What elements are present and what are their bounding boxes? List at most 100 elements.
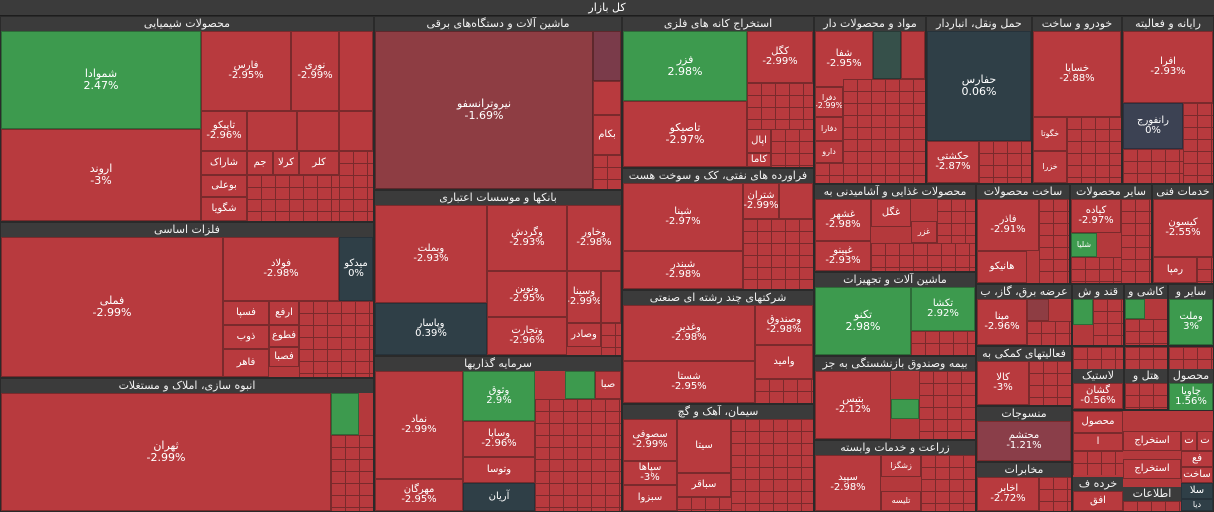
tile-niroo[interactable]: نیروترانسفو -1.69%	[375, 31, 593, 189]
tile-zlisa[interactable]: تلیسه	[881, 491, 921, 511]
tile-mapna[interactable]: مپنا -2.96%	[977, 299, 1027, 345]
tile-ghgol[interactable]: غگل	[871, 199, 911, 227]
tile-taknoo[interactable]: تکنو 2.98%	[815, 287, 911, 355]
tile-fesapa[interactable]: فسپا	[223, 301, 269, 325]
tile-ghpino[interactable]: غپینو -2.93%	[815, 241, 871, 271]
tile-kiad[interactable]: کیاده -2.97%	[1071, 199, 1121, 233]
tile-util-s1[interactable]	[1027, 299, 1049, 321]
tile-sitad[interactable]: سپید -2.98%	[815, 455, 881, 511]
tile-karla[interactable]: کرلا	[273, 151, 299, 175]
tile-fazar2[interactable]: فاذر -2.91%	[977, 199, 1039, 251]
tile-fazar[interactable]: فزر 2.98%	[623, 31, 747, 101]
tile-arian[interactable]: آریان	[463, 483, 535, 511]
tile-noori[interactable]: نوری -2.99%	[291, 31, 339, 111]
tile-deva[interactable]: دیا	[1181, 499, 1213, 511]
tile-zob[interactable]: ذوب	[223, 325, 269, 349]
tile-build-green[interactable]	[331, 393, 359, 435]
tile-vgardesh[interactable]: وگردش -2.93%	[487, 205, 567, 271]
tile-btes[interactable]: بتیس -2.12%	[815, 371, 891, 439]
sector-sugar[interactable]: قند و ش	[1072, 284, 1124, 346]
sector-cement[interactable]: سیمان، آهک و گچ سصوفی -2.99% سیتا سپاها -3…	[622, 404, 814, 512]
tile-farse[interactable]: فارس -2.95%	[201, 31, 291, 111]
tile-sakht[interactable]: ساخت	[1181, 467, 1213, 483]
sector-comm[interactable]: مخابرات اخابر -2.72%	[976, 462, 1072, 512]
tile-shepna[interactable]: شپنا -2.97%	[623, 183, 743, 251]
tile-vbmelat[interactable]: وبملت -2.93%	[375, 205, 487, 303]
tile-estkhraj[interactable]: محصول	[1073, 411, 1123, 433]
sector-aux[interactable]: فعالیتهای کمکی به کالا -3%	[976, 346, 1072, 406]
tile-kison[interactable]: کیسون -2.55%	[1153, 199, 1213, 257]
tile-fasapa2[interactable]: فصبا	[269, 347, 299, 367]
tile-tehran[interactable]: ثهران -2.99%	[1, 393, 331, 511]
tile-bekam[interactable]: بکام	[593, 115, 621, 155]
tile-chem-misc3[interactable]	[297, 111, 339, 151]
tile-elec-small2[interactable]	[593, 81, 621, 115]
tile-arfa[interactable]: ارفع	[269, 301, 299, 325]
tile-khsapa[interactable]: خساپا -2.88%	[1033, 31, 1121, 117]
tile-vpasar[interactable]: وپاسار 0.39%	[375, 303, 487, 355]
tile-vnovin[interactable]: ونوین -2.95%	[487, 271, 567, 317]
sector-production[interactable]: ساخت محصولات فاذر -2.91% هانیکو	[976, 184, 1070, 284]
tile-vsina[interactable]: وسینا -2.99%	[567, 271, 601, 323]
tile-ranforj[interactable]: رانفورج 0%	[1123, 103, 1183, 149]
tile-shegoya[interactable]: شگویا	[201, 197, 247, 221]
tile-dfara2[interactable]: دفارا	[815, 117, 843, 141]
tile-afagh[interactable]: افق	[1073, 491, 1123, 511]
sector-it[interactable]: رایانه و فعالیته افرا -2.93% رانفورج 0%	[1122, 16, 1214, 184]
tile-booali[interactable]: بوعلی	[201, 175, 247, 197]
tile-chavia[interactable]: چاویا 1.56%	[1169, 383, 1213, 411]
sector-utility[interactable]: عرضه برق، گاز، ب مپنا -2.96%	[976, 284, 1072, 346]
sector-metals[interactable]: فلزات اساسی فملی -2.99% فولاد -2.98% میدکو…	[0, 222, 374, 378]
tile-nameh[interactable]: نماد -2.99%	[375, 371, 463, 479]
sector-rubber[interactable]: لاستیک گشان -0.56%	[1072, 346, 1124, 410]
sector-hotel[interactable]: هتل و	[1124, 346, 1168, 410]
tile-rampa[interactable]: رمپا	[1153, 257, 1197, 283]
tile-tapiko[interactable]: تاپیکو -2.96%	[201, 111, 247, 151]
tile-gheshan[interactable]: گشان -0.56%	[1073, 383, 1123, 409]
tile-kegol[interactable]: کگل -2.99%	[747, 31, 813, 83]
tile-vmelat[interactable]: وملت 3%	[1169, 299, 1213, 345]
sector-auto[interactable]: خودرو و ساخت خساپا -2.88% خگوتا خزرا	[1032, 16, 1122, 184]
tile-fa[interactable]: فع	[1181, 451, 1213, 467]
tile-khgoto[interactable]: خگوتا	[1033, 117, 1067, 151]
sector-multi[interactable]: شرکتهای چند رشته ای صنعتی وغدیر -2.98% وص…	[622, 290, 814, 404]
tile-estkhraj-a[interactable]: استخراج	[1123, 431, 1181, 451]
sector-bottom-misc[interactable]: محصول استخراج استخراج ت ت ا خرده ف افق س…	[1072, 410, 1214, 512]
tile-vghadir[interactable]: وغدیر -2.98%	[623, 305, 755, 361]
tile-sala[interactable]: سلا	[1181, 483, 1213, 499]
tile-a[interactable]: ا	[1073, 433, 1123, 451]
tile-shtran[interactable]: شتران -2.99%	[743, 183, 779, 219]
tile-meli[interactable]: فملی -2.99%	[1, 237, 223, 377]
tile-kala[interactable]: کالا -3%	[977, 361, 1029, 405]
tile-mehregan[interactable]: مهرگان -2.95%	[375, 479, 463, 511]
tile-ta[interactable]: ت	[1181, 431, 1197, 451]
tile-faloo[interactable]: فطوع	[269, 325, 299, 347]
tile-zshagra[interactable]: زشگزا	[881, 455, 921, 477]
tile-kama[interactable]: کاما	[747, 153, 771, 167]
tile-hanico[interactable]: هانیکو	[977, 251, 1027, 283]
tile-sofaa[interactable]: سصوفی -2.99%	[623, 419, 677, 461]
tile-sugar-green[interactable]	[1073, 299, 1093, 325]
tile-fahar[interactable]: فاهر	[223, 349, 269, 377]
tile-shliya[interactable]: شلیا	[1071, 233, 1097, 257]
tile-ghshahr[interactable]: غشهر -2.98%	[815, 199, 871, 241]
tile-elec-small1[interactable]	[593, 31, 621, 81]
sector-electrical[interactable]: ماشین آلات و دستگاه‌های برقی نیروترانسفو…	[374, 16, 622, 190]
sector-other[interactable]: سایر محصولات کیاده -2.97% شلیا	[1070, 184, 1152, 284]
tile-mahtesham[interactable]: محتشم -1.21%	[977, 421, 1071, 461]
tile-akhaber[interactable]: اخابر -2.72%	[977, 477, 1039, 511]
sector-wood[interactable]: محصول چاویا 1.56%	[1168, 346, 1214, 412]
tile-chem-misc1[interactable]	[339, 31, 373, 111]
tile-midko[interactable]: میدکو 0%	[339, 237, 373, 301]
tile-sabaa[interactable]: صبا	[595, 371, 621, 399]
tile-chem-misc2[interactable]	[247, 111, 297, 151]
tile-pharma-dark[interactable]	[873, 31, 901, 79]
tile-arvand[interactable]: اروند -3%	[1, 129, 201, 221]
tile-pharma-s1[interactable]	[901, 31, 925, 79]
sector-mining[interactable]: استخراج کانه های فلزی فزر 2.98% کگل -2.99%…	[622, 16, 814, 168]
sector-insurance[interactable]: بیمه وصندوق بازنشستگی به جز بتیس -2.12%	[814, 356, 976, 440]
tile-kimia[interactable]: کلر	[299, 151, 339, 175]
tile-estkhraj-b[interactable]: استخراج	[1123, 459, 1181, 479]
tile-vsadr[interactable]: وصادر	[567, 323, 601, 347]
tile-vsandogh[interactable]: وصندوق -2.98%	[755, 305, 813, 345]
